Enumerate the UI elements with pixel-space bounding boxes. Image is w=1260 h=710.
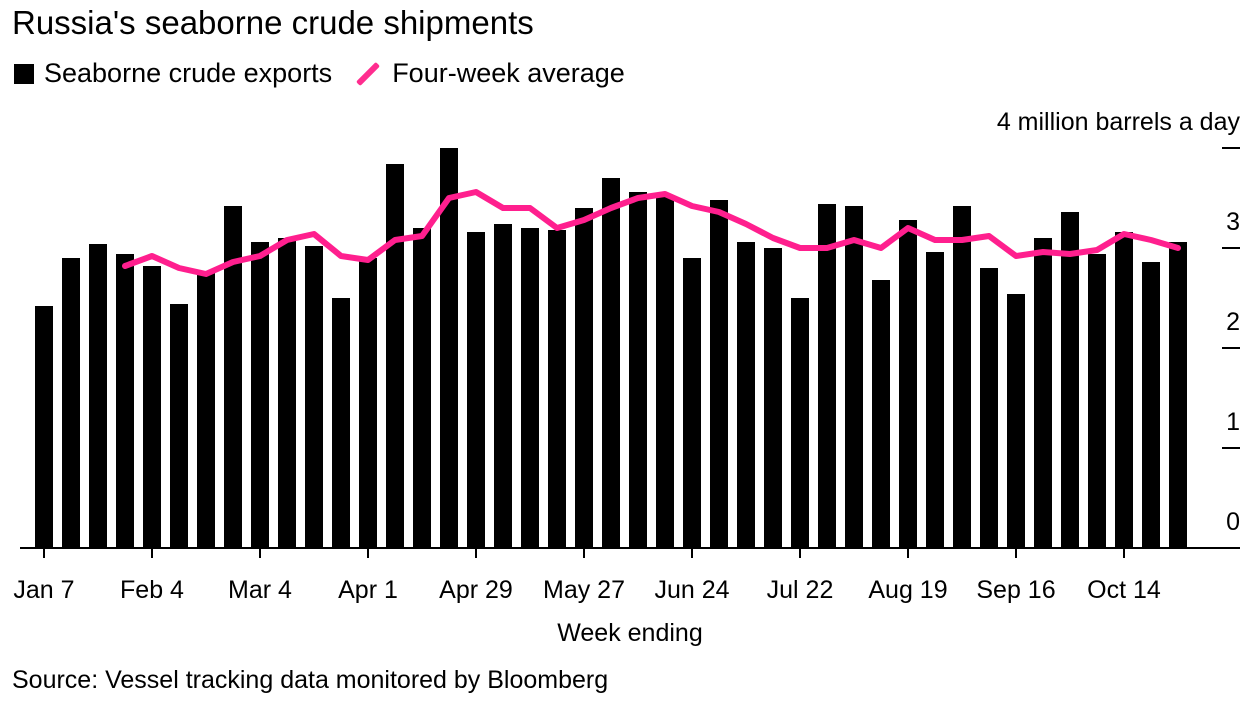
bar bbox=[305, 246, 323, 548]
bar bbox=[656, 196, 674, 548]
bar bbox=[575, 208, 593, 548]
bar bbox=[35, 306, 53, 548]
y-tick-label: 4 million barrels a day bbox=[997, 108, 1241, 136]
bar bbox=[197, 272, 215, 548]
x-tick-label: Jun 24 bbox=[654, 576, 729, 604]
bar bbox=[1088, 254, 1106, 548]
bar bbox=[89, 244, 107, 548]
x-tick-label: Sep 16 bbox=[976, 576, 1055, 604]
x-tick-label: Oct 14 bbox=[1087, 576, 1161, 604]
bar bbox=[116, 254, 134, 548]
x-tick-label: Feb 4 bbox=[120, 576, 184, 604]
x-tick-label: May 27 bbox=[543, 576, 625, 604]
legend: Seaborne crude exports Four-week average bbox=[14, 58, 625, 89]
bar bbox=[521, 228, 539, 548]
bar bbox=[278, 238, 296, 548]
bar bbox=[413, 228, 431, 548]
bar bbox=[818, 204, 836, 548]
bar bbox=[980, 268, 998, 548]
bar bbox=[1115, 232, 1133, 548]
y-tick-label: 2 bbox=[1226, 308, 1240, 336]
four-week-average-line bbox=[122, 189, 1181, 277]
x-tick-label: Apr 29 bbox=[439, 576, 513, 604]
x-tick-label: Mar 4 bbox=[228, 576, 292, 604]
bar bbox=[1169, 242, 1187, 548]
legend-bar-label: Seaborne crude exports bbox=[44, 58, 333, 88]
bar bbox=[899, 220, 917, 548]
bar bbox=[710, 200, 728, 548]
x-tick-label: Aug 19 bbox=[868, 576, 947, 604]
x-tick-label: Jan 7 bbox=[13, 576, 74, 604]
bar bbox=[1142, 262, 1160, 548]
y-tick-label: 3 bbox=[1226, 208, 1240, 236]
legend-bar-swatch bbox=[14, 63, 34, 84]
x-tick-label: Jul 22 bbox=[767, 576, 834, 604]
bar bbox=[737, 242, 755, 548]
bar bbox=[629, 192, 647, 548]
bar bbox=[62, 258, 80, 548]
bar bbox=[143, 266, 161, 548]
bar bbox=[602, 178, 620, 548]
bar bbox=[791, 298, 809, 548]
source-note: Source: Vessel tracking data monitored b… bbox=[12, 666, 609, 694]
bar bbox=[548, 230, 566, 548]
bar bbox=[170, 304, 188, 548]
bar bbox=[359, 258, 377, 548]
bar bbox=[953, 206, 971, 548]
bar bbox=[683, 258, 701, 548]
legend-line-label: Four-week average bbox=[392, 58, 625, 88]
bar bbox=[1034, 238, 1052, 548]
y-tick-label: 1 bbox=[1226, 408, 1240, 436]
bar bbox=[224, 206, 242, 548]
bar bbox=[845, 206, 863, 548]
bar bbox=[467, 232, 485, 548]
bar bbox=[926, 252, 944, 548]
bar bbox=[764, 248, 782, 548]
y-tick-label: 0 bbox=[1226, 508, 1240, 536]
x-tick-label: Apr 1 bbox=[338, 576, 398, 604]
bar bbox=[1061, 212, 1079, 548]
bar bbox=[872, 280, 890, 548]
bar bbox=[251, 242, 269, 548]
bar bbox=[386, 164, 404, 548]
bar bbox=[440, 148, 458, 548]
bar bbox=[494, 224, 512, 548]
bar bbox=[1007, 294, 1025, 548]
bar bbox=[332, 298, 350, 548]
x-axis-title: Week ending bbox=[557, 619, 702, 647]
chart-title: Russia's seaborne crude shipments bbox=[12, 4, 534, 41]
